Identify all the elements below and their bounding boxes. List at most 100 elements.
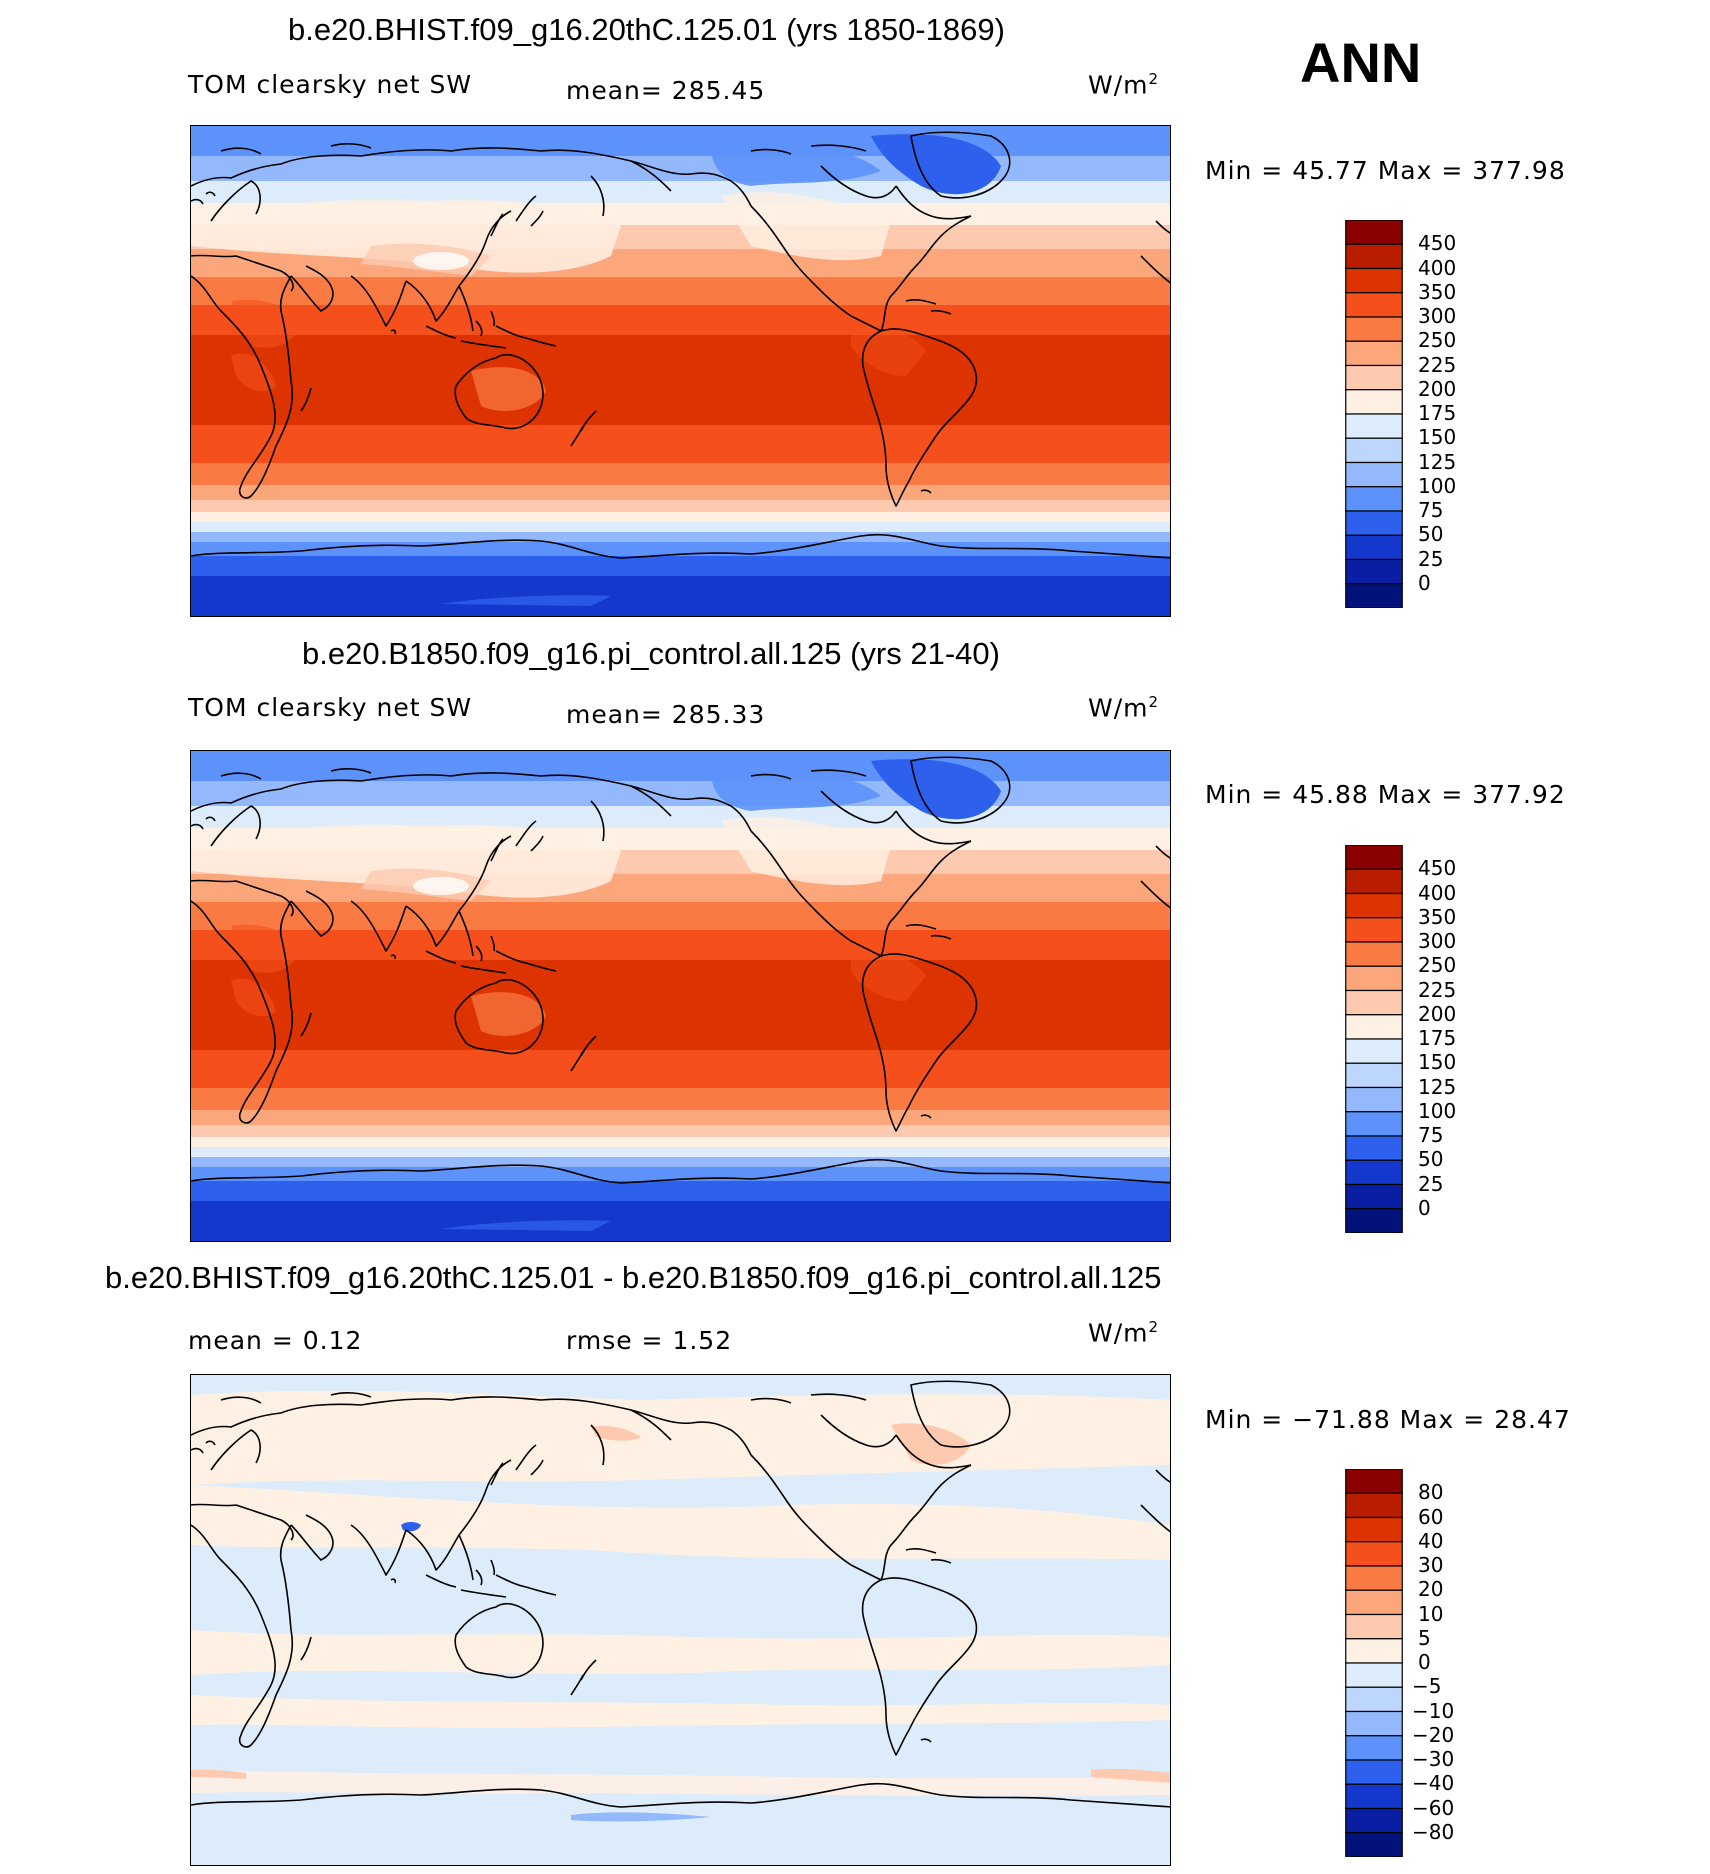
colorbar-tick-label: −5 <box>1412 1674 1442 1699</box>
colorbar-tick-label: 350 <box>1418 279 1457 304</box>
colorbar-tick-label: 30 <box>1418 1553 1444 1577</box>
colorbar-tick-label: 300 <box>1418 304 1457 328</box>
colorbar-tick-label: 400 <box>1418 255 1457 280</box>
panel-3-title: b.e20.BHIST.f09_g16.20thC.125.01 - b.e20… <box>105 1260 1162 1295</box>
panel-3-minmax: Min = −71.88 Max = 28.47 <box>1205 1405 1571 1434</box>
colorbar-tick-label: 40 <box>1418 1528 1444 1553</box>
colorbar-box <box>1345 892 1403 919</box>
season-label: ANN <box>1300 31 1422 94</box>
colorbar-box <box>1345 1062 1403 1089</box>
colorbar-box <box>1345 316 1403 342</box>
panel-2-mean-label: mean= 285.33 <box>566 700 766 729</box>
panel-1-title: b.e20.BHIST.f09_g16.20thC.125.01 (yrs 18… <box>288 12 1005 47</box>
colorbar-tick-label: 20 <box>1418 1577 1444 1602</box>
colorbar-box <box>1345 1832 1403 1857</box>
colorbar-box <box>1345 437 1403 464</box>
colorbar-box <box>1345 486 1403 512</box>
colorbar-tick-label: 250 <box>1418 953 1457 978</box>
panel-3-units: W/m2 <box>1088 1318 1160 1348</box>
colorbar-tick-label: 125 <box>1418 449 1457 474</box>
colorbar-tick-label: 60 <box>1418 1504 1444 1529</box>
panel-2-map <box>190 750 1171 1242</box>
colorbar-box <box>1345 220 1403 245</box>
colorbar-box <box>1345 1735 1403 1761</box>
colorbar-tick-label: 175 <box>1418 401 1457 425</box>
colorbar-box <box>1345 1565 1403 1591</box>
colorbar-tick-label: 225 <box>1418 977 1457 1002</box>
colorbar-box <box>1345 1208 1403 1233</box>
panel-3-map <box>190 1374 1171 1866</box>
colorbar-box <box>1345 1086 1403 1113</box>
colorbar-box <box>1345 364 1403 391</box>
colorbar-tick-label: 450 <box>1418 231 1457 256</box>
colorbar-box <box>1345 389 1403 415</box>
panel-1-minmax: Min = 45.77 Max = 377.98 <box>1205 156 1566 185</box>
colorbar-box <box>1345 1135 1403 1161</box>
colorbar-tick-label: 250 <box>1418 328 1457 353</box>
panel-1-colorbar <box>1345 220 1403 608</box>
colorbar-box <box>1345 1759 1403 1785</box>
colorbar-tick-label: 125 <box>1418 1074 1457 1099</box>
colorbar-box <box>1345 413 1403 439</box>
colorbar-tick-label: 450 <box>1418 856 1457 881</box>
panel-2-title: b.e20.B1850.f09_g16.pi_control.all.125 (… <box>302 636 1000 671</box>
colorbar-tick-label: 150 <box>1418 425 1457 450</box>
colorbar-tick-label: 0 <box>1418 1650 1431 1674</box>
panel-3-mean-label: mean = 0.12 <box>188 1326 363 1355</box>
colorbar-box <box>1345 1159 1403 1186</box>
colorbar-tick-label: 0 <box>1418 570 1431 595</box>
colorbar-box <box>1345 292 1403 318</box>
colorbar-tick-label: 80 <box>1418 1480 1444 1505</box>
colorbar-tick-label: 25 <box>1418 1171 1444 1196</box>
colorbar-box <box>1345 917 1403 943</box>
colorbar-box <box>1345 534 1403 561</box>
colorbar-tick-label: 225 <box>1418 352 1457 377</box>
colorbar-tick-label: −20 <box>1412 1722 1455 1747</box>
colorbar-tick-label: 100 <box>1418 473 1457 498</box>
colorbar-tick-label: −80 <box>1412 1819 1455 1844</box>
colorbar-tick-label: 50 <box>1418 522 1444 547</box>
colorbar-tick-label: 200 <box>1418 376 1457 401</box>
colorbar-box <box>1345 558 1403 585</box>
colorbar-tick-label: 400 <box>1418 880 1457 905</box>
panel-3-colorbar <box>1345 1469 1403 1857</box>
colorbar-box <box>1345 1783 1403 1810</box>
colorbar-box <box>1345 1111 1403 1137</box>
colorbar-box <box>1345 1541 1403 1567</box>
panel-1-variable-label: TOM clearsky net SW <box>188 70 473 99</box>
colorbar-tick-label: −40 <box>1412 1771 1455 1796</box>
colorbar-box <box>1345 1516 1403 1543</box>
colorbar-tick-label: 5 <box>1418 1625 1431 1650</box>
colorbar-tick-label: 175 <box>1418 1026 1457 1050</box>
panel-2-variable-label: TOM clearsky net SW <box>188 693 473 722</box>
colorbar-box <box>1345 845 1403 870</box>
colorbar-box <box>1345 1492 1403 1519</box>
panel-2-colorbar <box>1345 845 1403 1233</box>
colorbar-box <box>1345 965 1403 992</box>
colorbar-box <box>1345 340 1403 367</box>
panel-1-mean-label: mean= 285.45 <box>566 76 766 105</box>
colorbar-box <box>1345 1710 1403 1737</box>
colorbar-tick-label: 10 <box>1418 1601 1444 1626</box>
colorbar-box <box>1345 1662 1403 1688</box>
colorbar-box <box>1345 1589 1403 1616</box>
colorbar-box <box>1345 1183 1403 1210</box>
colorbar-box <box>1345 1469 1403 1494</box>
colorbar-box <box>1345 868 1403 895</box>
colorbar-box <box>1345 989 1403 1016</box>
colorbar-tick-label: −60 <box>1412 1795 1455 1820</box>
colorbar-box <box>1345 1686 1403 1713</box>
colorbar-box <box>1345 243 1403 270</box>
colorbar-box <box>1345 267 1403 294</box>
colorbar-tick-label: 50 <box>1418 1147 1444 1172</box>
panel-2-minmax: Min = 45.88 Max = 377.92 <box>1205 780 1566 809</box>
colorbar-box <box>1345 941 1403 967</box>
panel-1-units: W/m2 <box>1088 70 1160 100</box>
panel-1-map <box>190 125 1171 617</box>
colorbar-tick-label: 0 <box>1418 1195 1431 1220</box>
colorbar-tick-label: 25 <box>1418 546 1444 571</box>
colorbar-tick-label: 300 <box>1418 929 1457 953</box>
colorbar-tick-label: 75 <box>1418 498 1444 522</box>
colorbar-tick-label: 150 <box>1418 1050 1457 1075</box>
colorbar-tick-label: 200 <box>1418 1001 1457 1026</box>
